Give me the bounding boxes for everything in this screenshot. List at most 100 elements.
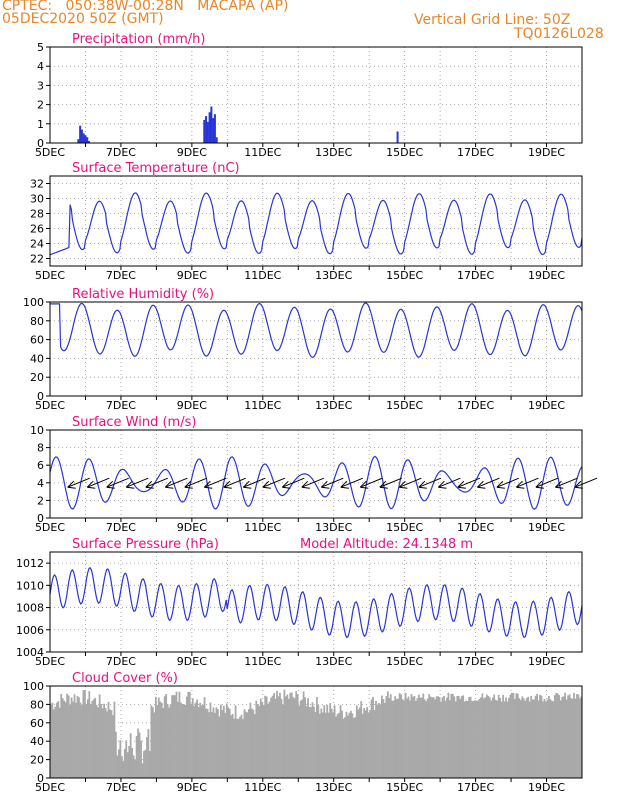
cloud-bar	[284, 696, 287, 778]
cloud-bar	[409, 700, 411, 778]
x-tick-label: 11DEC	[244, 655, 281, 668]
cloud-bar	[451, 693, 454, 778]
series-line	[49, 192, 583, 256]
wind-vector-head	[184, 486, 193, 489]
wind-vector	[87, 477, 110, 488]
cloud-bar	[159, 701, 162, 778]
cloud-bar	[308, 707, 311, 778]
x-tick-label: 19DEC	[528, 399, 565, 412]
x-tick-label: 11DEC	[244, 781, 281, 794]
cloud-bar	[286, 694, 289, 778]
wind-vector-head	[516, 486, 525, 489]
cloud-bar	[175, 691, 178, 778]
cloud-bar	[171, 695, 173, 778]
series-line	[49, 566, 583, 639]
cloud-bar	[440, 701, 442, 778]
cloud-bar	[382, 699, 385, 778]
cloud-bar	[295, 691, 298, 778]
x-tick-label: 11DEC	[244, 521, 281, 534]
cloud-bar	[196, 699, 199, 778]
wind-vector-head	[145, 486, 154, 489]
cloud-bar	[361, 713, 364, 778]
cloud-bar	[146, 737, 148, 778]
panel-title: Surface Pressure (hPa)	[72, 537, 219, 552]
cloud-bar	[289, 692, 292, 778]
wind-vector	[360, 477, 383, 488]
x-tick-label: 9DEC	[177, 521, 207, 534]
header-model-code: TQ0126L028	[514, 26, 604, 42]
panel-3: 0 2 4 6 8 10 Surface Wind (m/s) 5DEC 7DEC 9DEC 11D…	[30, 415, 598, 534]
cloud-bar	[509, 694, 512, 778]
cloud-bar	[482, 698, 485, 778]
cloud-bar	[92, 699, 95, 778]
precip-bar	[212, 118, 215, 143]
cloud-bar	[61, 698, 64, 778]
cloud-bar	[236, 718, 238, 778]
cloud-bar	[169, 704, 172, 778]
wind-vector	[262, 477, 285, 488]
cloud-bar	[531, 699, 534, 778]
cloud-bar	[576, 694, 578, 778]
cloud-bar	[293, 698, 296, 778]
wind-vector-head	[555, 480, 562, 488]
x-tick-label: 15DEC	[386, 655, 423, 668]
cloud-bar	[326, 704, 329, 778]
cloud-bar	[367, 712, 370, 778]
cloud-bar	[540, 695, 543, 778]
precip-bar	[210, 106, 213, 143]
cloud-bar	[82, 690, 85, 778]
wind-vector	[204, 477, 227, 488]
cloud-bar	[358, 707, 361, 778]
cloud-bar	[219, 704, 222, 778]
cloud-bar	[454, 701, 457, 778]
cloud-bar	[577, 694, 580, 778]
cloud-bar	[222, 705, 225, 778]
precip-bar	[213, 114, 216, 143]
cloud-bar	[72, 701, 74, 778]
y-tick-label: 1008	[16, 602, 44, 615]
cloud-bar	[191, 698, 194, 778]
cloud-bar	[172, 695, 175, 778]
precip-bar	[215, 137, 218, 143]
wind-vector-head	[86, 480, 94, 488]
cloud-bar	[550, 700, 553, 778]
cloud-bar	[70, 697, 73, 778]
cloud-bar	[389, 694, 392, 778]
y-tick-label: 80	[30, 698, 44, 711]
wind-vector-head	[223, 486, 232, 489]
y-tick-label: 6	[37, 459, 44, 472]
cloud-bar	[243, 709, 246, 778]
cloud-bar	[253, 714, 256, 778]
wind-vector	[399, 477, 422, 488]
cloud-bar	[224, 712, 227, 778]
panel-title: Surface Temperature (nC)	[72, 161, 240, 176]
cloud-bar	[558, 695, 561, 778]
cloud-bar	[231, 713, 234, 778]
cloud-bar	[412, 696, 414, 778]
cloud-bar	[216, 709, 219, 778]
wind-vector-head	[301, 486, 310, 489]
x-tick-label: 7DEC	[106, 269, 136, 282]
cloud-bar	[549, 699, 552, 778]
panel-1: 22 24 26 28 30 32 Surface Temperature (nC) 5DEC…	[30, 161, 583, 282]
y-tick-label: 1	[37, 118, 44, 131]
x-tick-label: 9DEC	[177, 146, 207, 159]
wind-vector-head	[340, 480, 348, 488]
cloud-bar	[494, 699, 497, 778]
cloud-bar	[57, 701, 60, 778]
cloud-bar	[514, 698, 516, 778]
cloud-bar	[85, 704, 88, 778]
cloud-bar	[536, 693, 538, 778]
cloud-bar	[511, 692, 513, 778]
cloud-bar	[119, 740, 122, 778]
cloud-bar	[342, 718, 345, 778]
cloud-bar	[506, 701, 509, 778]
wind-vector-head	[243, 486, 252, 489]
x-tick-label: 7DEC	[106, 521, 136, 534]
series-line	[49, 455, 583, 510]
wind-vector-head	[457, 486, 466, 489]
cloud-bar	[490, 700, 493, 778]
y-tick-label: 0	[37, 390, 44, 403]
cloud-bar	[327, 712, 330, 778]
cloud-bar	[79, 702, 82, 778]
